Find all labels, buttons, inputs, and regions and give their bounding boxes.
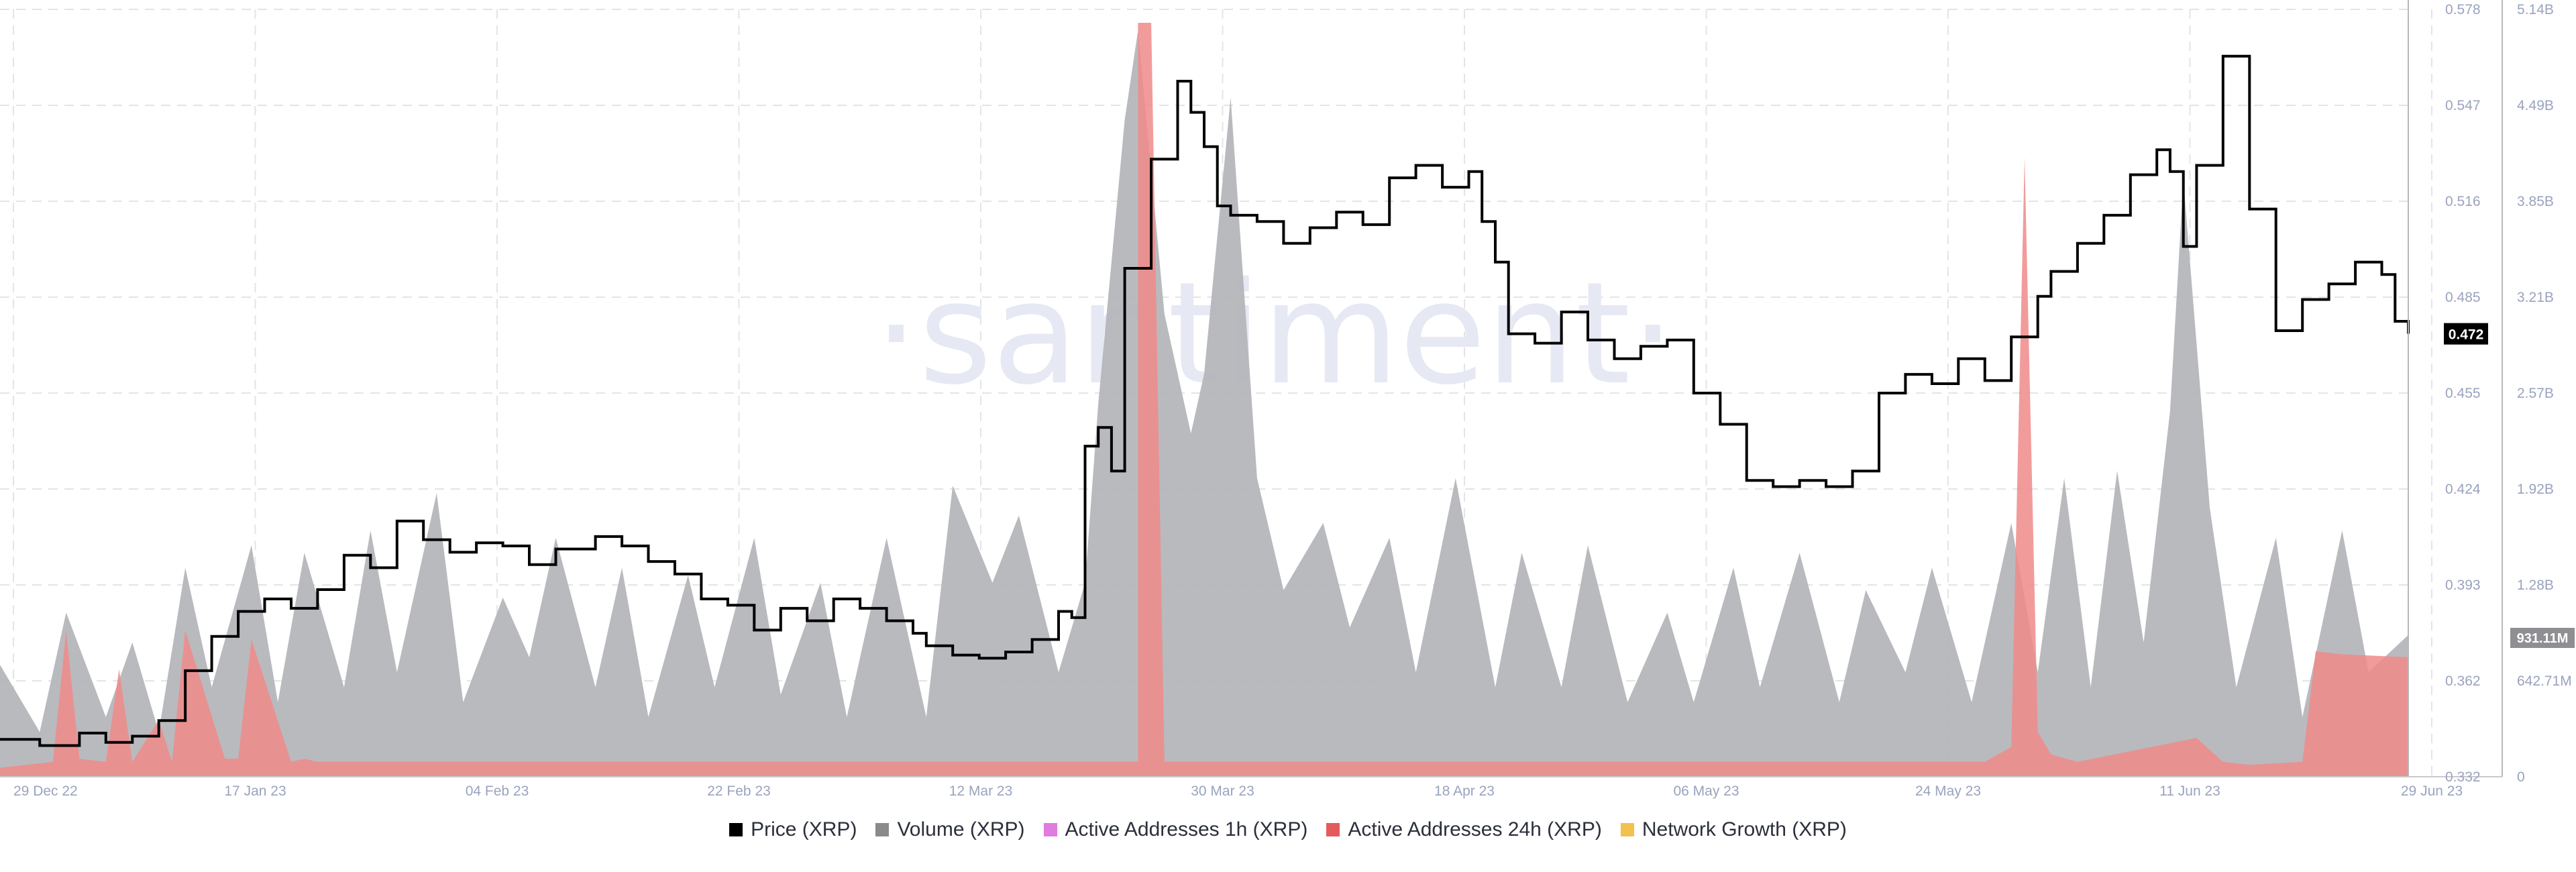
price-current-label: 0.472 bbox=[2449, 327, 2484, 343]
price-current-tag bbox=[2444, 323, 2488, 345]
x-tick-label: 12 Mar 23 bbox=[949, 783, 1013, 799]
price-series bbox=[0, 54, 2410, 747]
legend-item[interactable]: Volume (XRP) bbox=[875, 818, 1025, 841]
price-tick-label: 0.547 bbox=[2445, 98, 2481, 113]
x-tick-label: 24 May 23 bbox=[1915, 783, 1981, 799]
price-tick-label: 0.332 bbox=[2445, 769, 2481, 785]
x-tick-label: 22 Feb 23 bbox=[707, 783, 771, 799]
volume-tick-label: 1.92B bbox=[2517, 482, 2554, 497]
legend-item[interactable]: Active Addresses 1h (XRP) bbox=[1043, 818, 1308, 841]
legend-item[interactable]: Price (XRP) bbox=[729, 818, 857, 841]
legend-label: Price (XRP) bbox=[751, 818, 857, 840]
volume-tick-label: 4.49B bbox=[2517, 98, 2554, 113]
volume-tick-label: 5.14B bbox=[2517, 2, 2554, 17]
legend-item[interactable]: Active Addresses 24h (XRP) bbox=[1326, 818, 1602, 841]
current-value-tags: 0.472 931.11M bbox=[2444, 323, 2575, 648]
x-tick-label: 18 Apr 23 bbox=[1434, 783, 1495, 799]
legend-swatch bbox=[1620, 823, 1634, 836]
legend-swatch bbox=[1326, 823, 1340, 836]
volume-tick-label: 1.28B bbox=[2517, 578, 2554, 593]
legend-label: Active Addresses 24h (XRP) bbox=[1348, 818, 1602, 840]
tick-labels: 0.578 0.547 0.516 0.485 0.455 0.424 0.393 0.362… bbox=[13, 2, 2572, 799]
x-tick-label: 30 Mar 23 bbox=[1191, 783, 1254, 799]
price-tick-label: 0.393 bbox=[2445, 578, 2481, 593]
price-tick-label: 0.362 bbox=[2445, 673, 2481, 689]
x-tick-label: 17 Jan 23 bbox=[224, 783, 286, 799]
volume-area bbox=[0, 30, 2408, 777]
price-tick-label: 0.485 bbox=[2445, 290, 2481, 305]
legend: Price (XRP) Volume (XRP) Active Addresses … bbox=[0, 818, 2576, 842]
legend-swatch bbox=[729, 823, 743, 836]
volume-tick-label: 3.21B bbox=[2517, 290, 2554, 305]
volume-tick-label: 3.85B bbox=[2517, 194, 2554, 209]
legend-item[interactable]: Network Growth (XRP) bbox=[1620, 818, 1847, 841]
legend-label: Active Addresses 1h (XRP) bbox=[1065, 818, 1308, 840]
santiment-watermark: ·santiment· bbox=[874, 252, 1676, 416]
volume-current-tag bbox=[2510, 628, 2575, 648]
x-tick-label: 06 May 23 bbox=[1673, 783, 1739, 799]
area-series bbox=[0, 23, 2408, 777]
x-tick-label: 29 Jun 23 bbox=[2401, 783, 2463, 799]
price-line bbox=[0, 54, 2410, 747]
legend-label: Volume (XRP) bbox=[897, 818, 1025, 840]
price-tick-label: 0.578 bbox=[2445, 2, 2481, 17]
volume-tick-label: 642.71M bbox=[2517, 673, 2572, 689]
x-tick-label: 04 Feb 23 bbox=[466, 783, 529, 799]
x-tick-label: 11 Jun 23 bbox=[2159, 783, 2220, 799]
volume-tick-label: 0 bbox=[2517, 769, 2525, 785]
legend-label: Network Growth (XRP) bbox=[1642, 818, 1847, 840]
price-tick-label: 0.424 bbox=[2445, 482, 2481, 497]
legend-swatch bbox=[875, 823, 890, 836]
price-tick-label: 0.455 bbox=[2445, 386, 2481, 401]
volume-tick-label: 2.57B bbox=[2517, 386, 2554, 401]
legend-swatch bbox=[1043, 823, 1057, 836]
axes bbox=[0, 0, 2503, 777]
volume-current-label: 931.11M bbox=[2517, 631, 2569, 646]
x-tick-label: 29 Dec 22 bbox=[13, 783, 78, 799]
price-tick-label: 0.516 bbox=[2445, 194, 2481, 209]
